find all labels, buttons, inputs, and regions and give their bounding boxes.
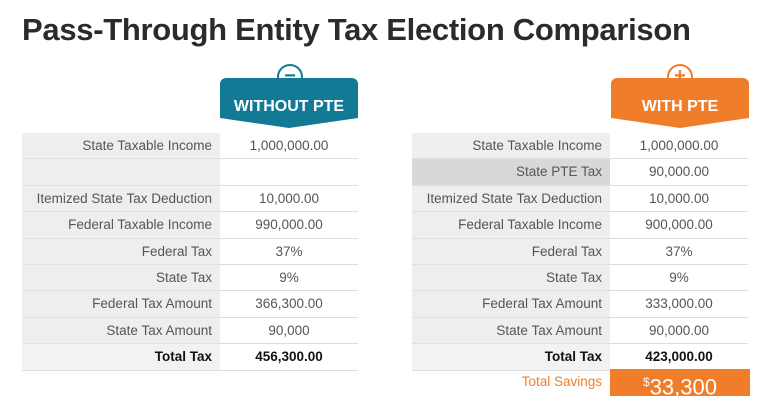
row-value: 990,000.00 [220,212,358,239]
table-row: Federal Tax 37% [22,238,358,265]
savings-amount: 33,300 [649,374,717,400]
with-pte-table: State Taxable Income 1,000,000.00 State PT… [412,133,748,371]
row-value: 90,000.00 [610,318,748,345]
total-savings-value: $33,300 [610,369,750,400]
row-label: Federal Taxable Income [22,212,220,239]
table-row: State Tax Amount 90,000.00 [412,317,748,345]
row-value [220,159,358,186]
table-row: Federal Tax Amount 366,300.00 [22,291,358,318]
table-row: State PTE Tax 90,000.00 [412,159,748,186]
table-row: State Tax 9% [22,264,358,292]
row-value: 90,000.00 [610,159,748,186]
total-savings-label: Total Savings [521,374,602,389]
row-label: State Taxable Income [22,133,220,160]
row-value: 10,000.00 [610,186,748,213]
row-value: 900,000.00 [610,212,748,239]
row-label: Federal Tax [22,238,220,265]
without-pte-table: State Taxable Income 1,000,000.00 Itemized… [22,133,358,371]
row-value: 1,000,000.00 [610,133,748,160]
table-row: State Taxable Income 1,000,000.00 [22,133,358,160]
row-label: Itemized State Tax Deduction [22,185,220,213]
row-value: 423,000.00 [610,344,748,371]
table-row: Itemized State Tax Deduction 10,000.00 [412,185,748,213]
row-label: State Tax Amount [412,317,610,345]
row-label: Federal Tax Amount [22,291,220,318]
row-value: 456,300.00 [220,344,358,371]
row-label: Itemized State Tax Deduction [412,185,610,213]
table-row: Federal Tax Amount 333,000.00 [412,291,748,318]
row-label: State Tax [412,264,610,292]
table-row: Federal Taxable Income 990,000.00 [22,212,358,239]
without-pte-header: WITHOUT PTE [220,78,358,128]
row-value: 333,000.00 [610,291,748,318]
row-label: State Taxable Income [412,133,610,160]
row-value: 90,000 [220,318,358,345]
table-row: Total Tax 423,000.00 [412,344,748,371]
row-value: 366,300.00 [220,291,358,318]
row-label: State Tax [22,264,220,292]
row-value: 9% [220,265,358,292]
row-label: Federal Tax Amount [412,291,610,318]
row-value: 37% [220,239,358,265]
table-row: State Taxable Income 1,000,000.00 [412,133,748,160]
row-value: 9% [610,265,748,292]
table-row: Itemized State Tax Deduction 10,000.00 [22,185,358,213]
row-label: Federal Tax [412,238,610,265]
currency-symbol: $ [643,375,650,389]
row-value: 37% [610,239,748,265]
row-value: 10,000.00 [220,186,358,213]
table-row [22,159,358,186]
table-row: Federal Tax 37% [412,238,748,265]
row-label: State PTE Tax [412,159,610,186]
table-row: Federal Taxable Income 900,000.00 [412,212,748,239]
row-value: 1,000,000.00 [220,133,358,160]
row-label: Federal Taxable Income [412,212,610,239]
row-label: Total Tax [22,344,220,371]
with-pte-header: WITH PTE [611,78,749,128]
table-row: Total Tax 456,300.00 [22,344,358,371]
row-label: State Tax Amount [22,317,220,345]
row-label [22,159,220,186]
page-title: Pass-Through Entity Tax Election Compari… [22,12,691,47]
table-row: State Tax 9% [412,264,748,292]
row-label: Total Tax [412,344,610,371]
table-row: State Tax Amount 90,000 [22,317,358,345]
